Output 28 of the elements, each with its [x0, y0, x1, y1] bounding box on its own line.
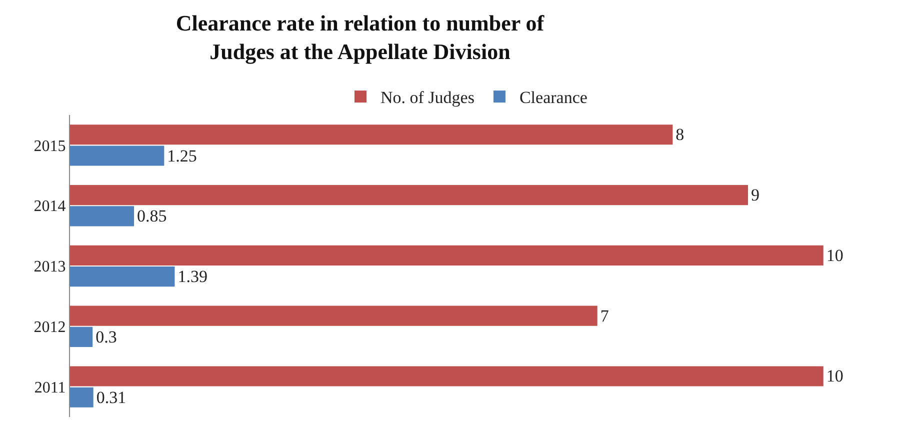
- data-label: 0.31: [96, 388, 126, 407]
- bar: [70, 206, 134, 226]
- data-label: 9: [751, 186, 760, 205]
- bar: [70, 245, 824, 266]
- y-tick-label: 2011: [34, 379, 66, 396]
- data-label: 10: [826, 246, 844, 265]
- data-label: 1.39: [178, 267, 208, 286]
- bar: [70, 306, 598, 326]
- y-tick-label: 2013: [34, 258, 66, 276]
- bar: [70, 326, 93, 348]
- data-label: 7: [600, 306, 610, 326]
- bar: [70, 146, 164, 166]
- data-label: 10: [826, 366, 844, 386]
- bar: [70, 366, 824, 386]
- legend-label: No. of Judges: [380, 88, 474, 108]
- y-tick-label: 2012: [34, 319, 66, 336]
- bar: [70, 387, 94, 408]
- data-label: 0.3: [96, 327, 117, 346]
- legend-label: Clearance: [519, 88, 588, 108]
- bar: [70, 266, 175, 287]
- y-tick-label: 2014: [34, 198, 66, 216]
- data-label: 0.85: [137, 206, 167, 226]
- bar: [70, 124, 673, 145]
- chart-title: Clearance rate in relation to number of Judges at the Appellate Division: [176, 10, 545, 64]
- bar: [70, 184, 748, 206]
- data-label: 1.25: [167, 146, 197, 166]
- data-label: 8: [676, 125, 684, 144]
- y-tick-label: 2015: [34, 138, 66, 155]
